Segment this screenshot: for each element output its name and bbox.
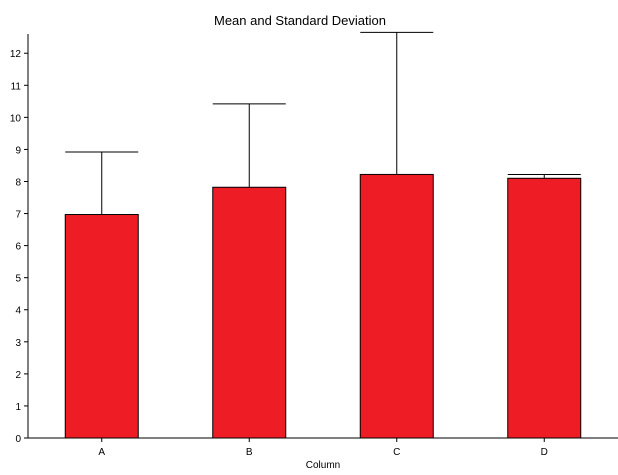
chart-title: Mean and Standard Deviation	[214, 13, 386, 28]
y-tick-label: 10	[10, 113, 22, 124]
x-axis-label: Column	[306, 460, 340, 470]
y-tick-label: 0	[15, 434, 21, 445]
y-tick-label: 5	[15, 274, 21, 285]
y-tick-label: 1	[15, 402, 21, 413]
y-tick-label: 9	[15, 145, 21, 156]
y-tick-label: 12	[10, 49, 22, 60]
y-tick-label: 6	[15, 242, 21, 253]
x-tick-label: B	[246, 447, 253, 458]
x-tick-label: D	[541, 447, 548, 458]
y-tick-label: 8	[15, 177, 21, 188]
y-tick-label: 7	[15, 210, 21, 221]
y-tick-label: 4	[15, 306, 21, 317]
bar	[212, 186, 287, 439]
bar	[507, 177, 582, 439]
bar	[64, 214, 139, 439]
y-tick-label: 11	[11, 81, 22, 92]
y-tick-label: 2	[15, 370, 21, 381]
x-tick-label: A	[98, 447, 105, 458]
y-tick-label: 3	[15, 338, 21, 349]
bar	[359, 173, 434, 439]
x-tick-label: C	[393, 447, 400, 458]
